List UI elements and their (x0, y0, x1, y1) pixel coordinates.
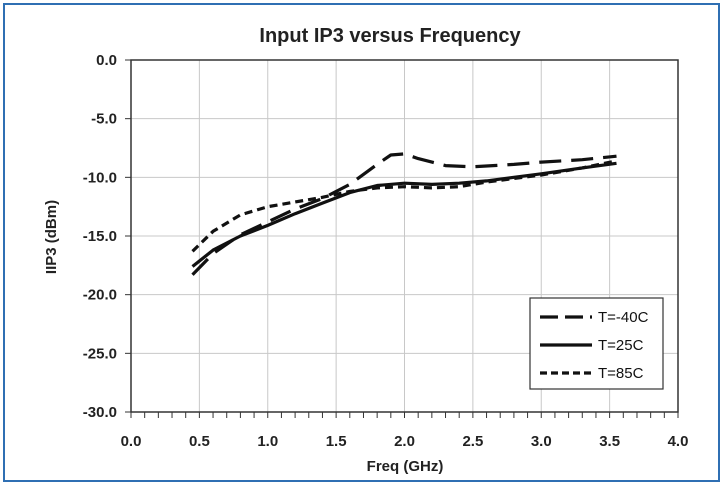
legend-label: T=25C (598, 337, 644, 354)
x-tick-label: 4.0 (668, 433, 689, 450)
x-tick-label: 2.5 (462, 433, 483, 450)
y-tick-label: -5.0 (91, 111, 117, 128)
y-tick-label: 0.0 (96, 52, 117, 69)
axis-ticks: 0.0 0.5 1.0 1.5 2.0 2.5 3.0 3.5 4.0 0.0 -5.0 -10.0 -… (83, 52, 689, 450)
y-tick-label: -10.0 (83, 169, 117, 186)
x-tick-label: 3.0 (531, 433, 552, 450)
x-tick-label: 1.5 (326, 433, 347, 450)
x-tick-label: 1.0 (257, 433, 278, 450)
series-line-t85c (191, 159, 617, 253)
chart-title: Input IP3 versus Frequency (259, 25, 521, 47)
series-lines (191, 152, 617, 276)
y-axis-label: IIP3 (dBm) (43, 200, 60, 274)
series-line-t40c (191, 152, 617, 276)
legend-label: T=-40C (598, 309, 649, 326)
x-tick-label: 3.5 (599, 433, 620, 450)
x-axis-label: Freq (GHz) (367, 458, 444, 475)
x-tick-label: 0.5 (189, 433, 210, 450)
chart-frame (3, 3, 720, 482)
y-tick-label: -30.0 (83, 404, 117, 421)
y-tick-label: -20.0 (83, 287, 117, 304)
y-tick-label: -15.0 (83, 228, 117, 245)
x-tick-label: 0.0 (121, 433, 142, 450)
x-tick-label: 2.0 (394, 433, 415, 450)
legend-label: T=85C (598, 365, 644, 382)
y-tick-label: -25.0 (83, 345, 117, 362)
legend: T=-40C T=25C T=85C (529, 297, 664, 390)
